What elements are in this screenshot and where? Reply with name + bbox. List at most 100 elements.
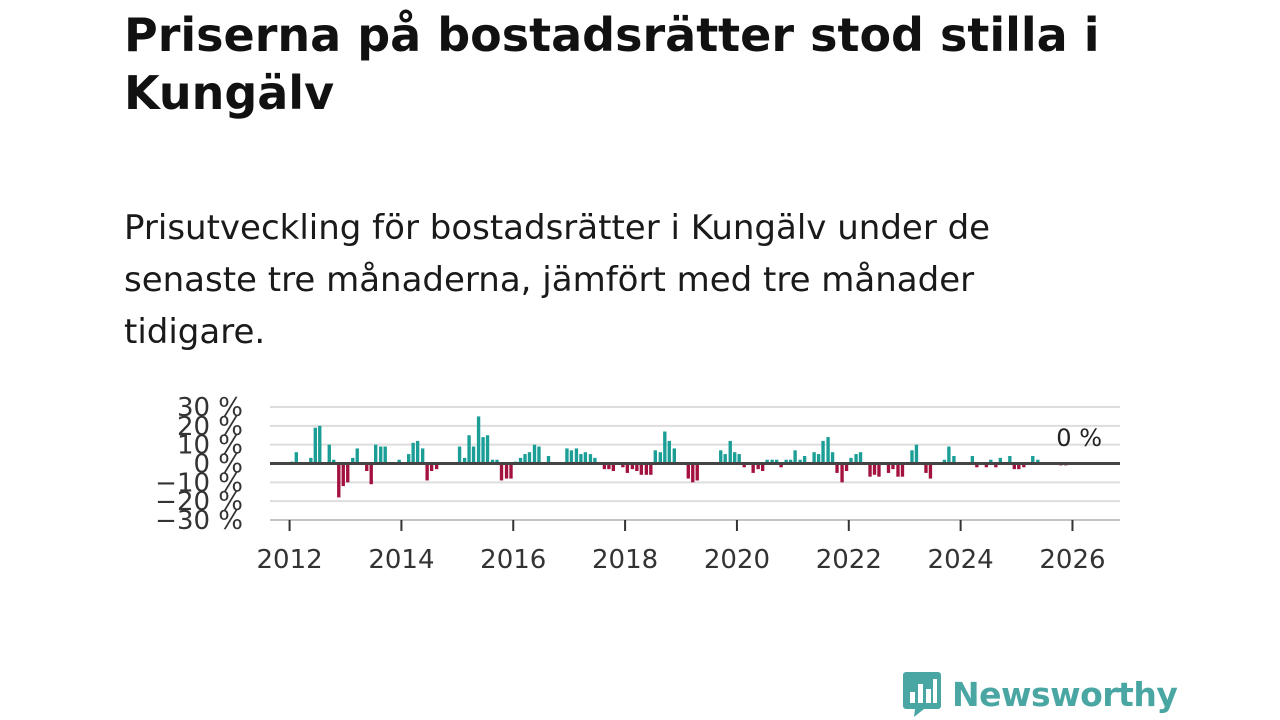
x-tick-label: 2014 (368, 545, 434, 575)
bar-negative (896, 463, 900, 477)
x-tick-label: 2018 (592, 545, 658, 575)
bar-positive (471, 446, 476, 464)
bar-negative (928, 463, 933, 479)
newsworthy-logo-icon (903, 672, 941, 717)
bar-positive (546, 455, 551, 464)
bar-positive (518, 457, 523, 464)
bar-positive (569, 450, 574, 464)
bar-positive (672, 448, 676, 464)
bar-negative (756, 463, 760, 470)
bar-positive (537, 446, 541, 464)
bar-negative (691, 463, 695, 483)
bar-positive (1008, 455, 1012, 464)
bar-positive (411, 442, 415, 464)
bar-positive (854, 454, 858, 464)
x-tick-label: 2012 (256, 545, 322, 575)
bar-positive (313, 427, 317, 464)
bar-positive (826, 437, 830, 464)
x-tick-label: 2026 (1039, 545, 1105, 575)
bar-negative (630, 463, 635, 470)
bar-positive (1036, 459, 1040, 464)
bar-positive (737, 454, 741, 464)
bar-positive (719, 450, 723, 464)
bar-positive (332, 459, 336, 464)
bar-negative (607, 463, 611, 470)
bars (290, 416, 1068, 498)
bar-negative (891, 463, 895, 470)
bar-positive (565, 448, 569, 464)
bar-positive (1031, 455, 1035, 464)
bar-positive (770, 459, 774, 464)
bar-negative (644, 463, 649, 475)
bar-positive (574, 448, 579, 464)
bar-positive (374, 444, 378, 464)
bar-positive (830, 452, 835, 464)
bar-negative (975, 463, 979, 468)
bar-negative (499, 463, 504, 481)
bar-positive (309, 457, 313, 464)
bar-positive (462, 457, 467, 464)
newsworthy-logo[interactable]: Newsworthy (902, 670, 1178, 718)
bar-positive (989, 459, 993, 464)
bar-positive (788, 459, 793, 464)
x-tick-label: 2022 (816, 545, 882, 575)
bar-positive (355, 448, 359, 464)
bar-positive (583, 452, 588, 464)
bar-negative (621, 463, 625, 468)
bar-negative (639, 463, 643, 475)
bar-negative (872, 463, 877, 475)
bar-positive (318, 425, 322, 464)
bar-positive (467, 435, 471, 464)
bar-negative (844, 463, 849, 472)
bar-positive (481, 437, 485, 464)
bar-negative (425, 463, 429, 481)
bar-positive (910, 450, 914, 464)
bar-positive (723, 454, 727, 464)
bar-negative (611, 463, 616, 472)
bar-positive (667, 440, 671, 464)
bar-positive (784, 459, 788, 464)
bar-negative (686, 463, 690, 479)
bar-negative (346, 463, 350, 483)
bar-positive (579, 454, 583, 464)
bar-positive (523, 454, 527, 464)
bar-negative (649, 463, 653, 475)
bar-negative (434, 463, 439, 470)
bar-positive (793, 450, 797, 464)
bar-positive (476, 416, 481, 464)
newsworthy-logo-text: Newsworthy (952, 674, 1178, 714)
bar-negative (877, 463, 881, 477)
bar-positive (728, 440, 732, 464)
bar-negative (742, 463, 746, 468)
bar-positive (816, 454, 821, 464)
bar-negative (625, 463, 630, 473)
bar-positive (351, 457, 355, 464)
bar-negative (779, 463, 783, 468)
bar-positive (821, 440, 825, 464)
bar-positive (527, 452, 532, 464)
bar-negative (984, 463, 989, 468)
bar-negative (900, 463, 905, 477)
bar-negative (751, 463, 755, 473)
bar-positive (798, 459, 802, 464)
x-tick-label: 2016 (480, 545, 546, 575)
bar-positive (593, 457, 597, 464)
bar-positive (858, 452, 863, 464)
bar-positive (812, 452, 816, 464)
bar-negative (429, 463, 434, 472)
bar-negative (994, 463, 998, 468)
bar-negative (1012, 463, 1016, 470)
bar-negative (886, 463, 891, 473)
x-tick-label: 2024 (928, 545, 994, 575)
bar-positive (420, 448, 425, 464)
bar-positive (774, 459, 779, 464)
x-tick-label: 2020 (704, 545, 770, 575)
bar-positive (457, 446, 462, 464)
bar-positive (588, 454, 593, 464)
y-tick-label: 20 % (177, 412, 243, 442)
y-tick-label: 30 % (177, 393, 243, 423)
bar-positive (914, 444, 919, 464)
y-tick-label: 0 % (193, 450, 243, 480)
bar-positive (849, 457, 853, 464)
